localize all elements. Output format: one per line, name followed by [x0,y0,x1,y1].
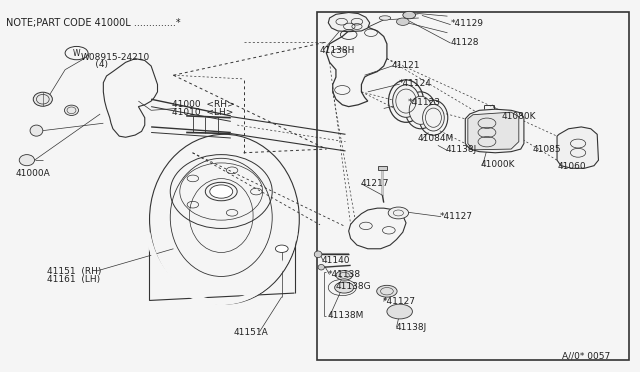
Ellipse shape [318,264,324,270]
Text: 41161  (LH): 41161 (LH) [47,275,100,284]
Ellipse shape [33,92,52,106]
Text: (4): (4) [81,60,108,70]
Text: 41000K: 41000K [481,160,515,170]
Bar [378,166,387,170]
Circle shape [210,185,233,198]
Text: 41138J: 41138J [445,145,477,154]
Circle shape [377,285,397,297]
Ellipse shape [393,85,419,117]
Text: 41138H: 41138H [320,46,355,55]
Text: *41127: *41127 [440,212,473,221]
Ellipse shape [314,251,322,258]
Ellipse shape [65,105,79,115]
Text: *41138: *41138 [328,270,361,279]
Circle shape [275,245,288,253]
Text: 41138G: 41138G [336,282,372,291]
Text: 41140: 41140 [321,256,350,265]
Text: *41127: *41127 [383,297,415,306]
Text: A//0* 0057: A//0* 0057 [562,351,610,360]
Text: *41124: *41124 [398,79,431,88]
Ellipse shape [30,125,43,136]
Text: 41151  (RH): 41151 (RH) [47,267,102,276]
Text: 41000A: 41000A [15,169,50,178]
Polygon shape [328,13,370,32]
Text: W: W [73,49,81,58]
Text: 41080K: 41080K [502,112,536,121]
Text: 41060: 41060 [557,162,586,171]
Polygon shape [468,112,519,150]
Text: 41084M: 41084M [417,134,454,143]
Ellipse shape [409,96,432,124]
Circle shape [388,207,408,219]
Text: 41000  <RH>: 41000 <RH> [172,100,234,109]
Text: 41085: 41085 [532,145,561,154]
Circle shape [396,18,409,25]
Text: W08915-24210: W08915-24210 [81,53,150,62]
Circle shape [335,282,354,293]
Bar [317,13,629,359]
Text: *41129: *41129 [451,19,484,28]
Text: 41217: 41217 [360,179,388,187]
Circle shape [403,12,415,19]
Ellipse shape [380,16,391,20]
Circle shape [336,270,353,280]
Polygon shape [557,127,598,168]
Text: 41128: 41128 [451,38,479,47]
Text: 41010  <LH>: 41010 <LH> [172,108,233,117]
Text: *41123: *41123 [408,98,441,107]
Text: 41138J: 41138J [395,323,426,331]
Ellipse shape [422,105,444,131]
Text: 41151A: 41151A [234,328,269,337]
Ellipse shape [19,155,35,166]
Polygon shape [465,109,524,153]
Text: 41138M: 41138M [328,311,364,320]
Circle shape [387,304,412,319]
Text: 41121: 41121 [392,61,420,70]
Text: NOTE;PART CODE 41000L ..............*: NOTE;PART CODE 41000L ..............* [6,18,181,28]
